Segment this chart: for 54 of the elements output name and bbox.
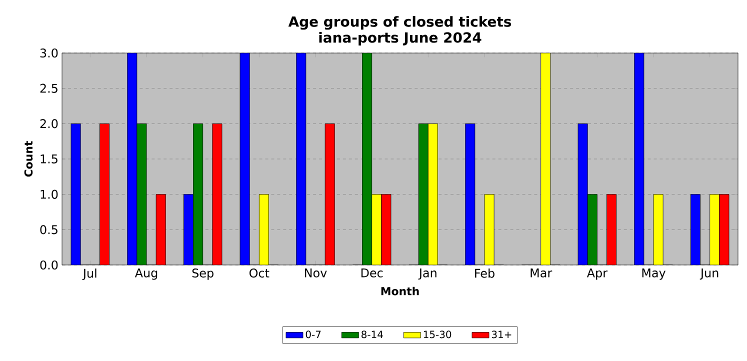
bar — [540, 53, 551, 265]
bar — [428, 124, 438, 265]
x-tick-label: Nov — [305, 268, 327, 278]
legend-label: 8-14 — [362, 330, 383, 338]
x-axis-title: Month — [381, 286, 419, 296]
legend-label: 0-7 — [306, 330, 321, 338]
chart-title: Age groups of closed tickets — [288, 16, 512, 30]
bar — [212, 123, 222, 265]
bar — [100, 123, 110, 265]
x-tick-label: Jan — [418, 268, 436, 280]
x-tick-label: Apr — [586, 268, 608, 280]
y-tick-label: 0.0 — [40, 260, 58, 270]
bar — [465, 123, 476, 265]
bar — [127, 53, 138, 265]
y-tick-label: 1.5 — [40, 154, 58, 164]
bar — [193, 123, 204, 265]
bar — [653, 194, 664, 265]
bar — [418, 124, 428, 265]
y-tick-label: 2.5 — [40, 84, 58, 93]
x-tick-label: Jun — [700, 268, 718, 280]
bar — [296, 53, 306, 265]
y-axis-title: Count — [24, 141, 33, 177]
x-tick-label: Oct — [250, 268, 270, 278]
bar — [240, 53, 250, 265]
x-tick-label: Dec — [361, 268, 383, 278]
bar — [381, 194, 392, 265]
bar — [719, 194, 730, 265]
x-tick-label: Aug — [134, 268, 158, 280]
bar — [324, 123, 335, 265]
x-tick-label: Feb — [475, 268, 494, 278]
x-tick-label: Jul — [82, 268, 96, 280]
y-tick-label: 3.0 — [40, 48, 58, 58]
bar — [690, 194, 700, 265]
y-tick-label: 0.5 — [40, 225, 58, 234]
bar — [372, 194, 382, 265]
bar — [587, 194, 598, 265]
legend-label: 15-30 — [424, 330, 452, 338]
y-tick-label: 2.0 — [40, 119, 58, 128]
bar — [183, 194, 194, 265]
x-tick-label: Sep — [192, 268, 214, 280]
bar — [484, 194, 494, 265]
bar — [70, 123, 81, 265]
chart-subtitle: iana-ports June 2024 — [319, 32, 482, 46]
bar — [258, 194, 269, 265]
bar — [156, 194, 166, 265]
x-tick-label: May — [642, 268, 666, 280]
bar — [634, 53, 644, 265]
x-tick-label: Mar — [530, 268, 552, 278]
bar — [710, 194, 720, 265]
bar — [606, 194, 617, 265]
legend-label: 31+ — [492, 330, 512, 338]
bar — [578, 123, 588, 265]
y-tick-label: 1.0 — [40, 190, 58, 199]
bar — [362, 53, 372, 265]
